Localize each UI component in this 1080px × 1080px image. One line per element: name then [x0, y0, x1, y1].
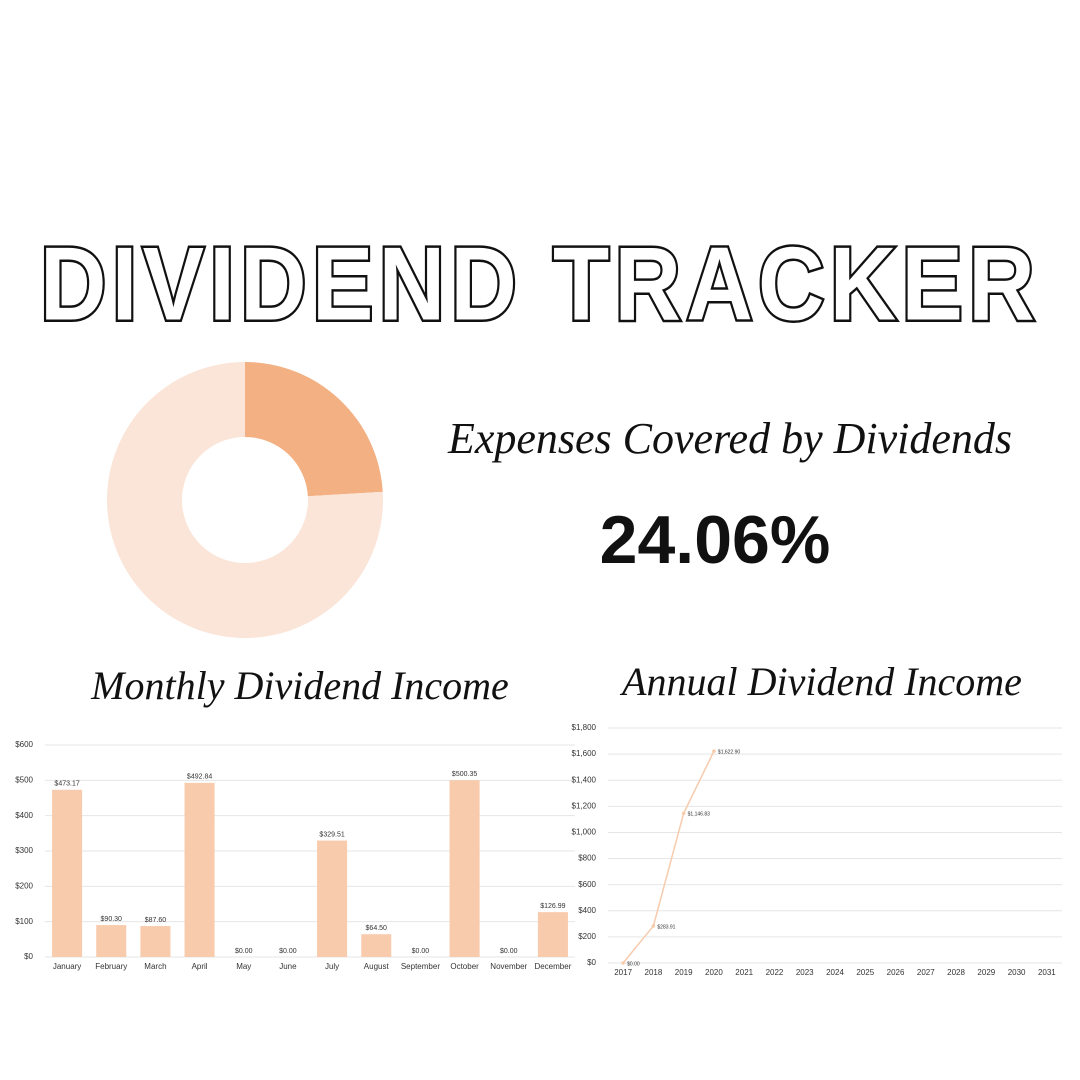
- bar: [317, 840, 348, 957]
- x-tick-label: 2027: [917, 968, 935, 977]
- x-tick-label: 2017: [614, 968, 632, 977]
- y-tick-label: $600: [15, 740, 33, 749]
- x-tick-label: 2028: [947, 968, 965, 977]
- bar: [96, 925, 127, 957]
- x-tick-label: April: [192, 962, 208, 971]
- y-tick-label: $400: [578, 906, 596, 915]
- point: [651, 924, 656, 928]
- value-label: $87.60: [145, 917, 167, 924]
- donut-slice: [245, 362, 383, 497]
- x-tick-label: 2025: [856, 968, 874, 977]
- y-tick-label: $800: [578, 854, 596, 863]
- value-label: $0.00: [235, 948, 253, 955]
- value-label: $0.00: [500, 948, 518, 955]
- value-label: $473.17: [54, 781, 79, 788]
- x-tick-label: June: [279, 962, 297, 971]
- x-tick-label: March: [144, 962, 166, 971]
- x-tick-label: November: [490, 962, 527, 971]
- point: [621, 961, 625, 965]
- value-label: $329.51: [319, 831, 344, 838]
- donut-slice: [107, 362, 383, 638]
- y-tick-label: $200: [15, 881, 33, 890]
- bar: [140, 926, 171, 957]
- x-tick-label: 2018: [645, 968, 663, 977]
- y-tick-label: $1,000: [572, 828, 597, 837]
- line: [622, 750, 715, 964]
- bar: [449, 780, 480, 957]
- percent-label: 24.06%: [600, 502, 831, 578]
- x-tick-label: October: [450, 962, 479, 971]
- pie-title: Expenses Covered by Dividends: [447, 414, 1012, 463]
- x-tick-label: January: [53, 962, 81, 971]
- value-label: $492.84: [187, 774, 212, 781]
- y-tick-label: $400: [15, 811, 33, 820]
- x-tick-label: 2030: [1008, 968, 1026, 977]
- x-tick-label: 2029: [977, 968, 995, 977]
- y-tick-label: $0: [24, 952, 33, 961]
- y-tick-label: $500: [15, 775, 33, 784]
- value-label: $126.99: [540, 903, 565, 910]
- y-tick-label: $1,200: [572, 801, 597, 810]
- y-tick-label: $100: [15, 917, 33, 926]
- y-tick-label: $200: [578, 932, 596, 941]
- x-tick-label: 2023: [796, 968, 814, 977]
- value-label: $1,146.83: [688, 812, 710, 818]
- bar: [537, 912, 568, 957]
- y-tick-label: $1,800: [572, 723, 597, 732]
- point: [712, 749, 716, 753]
- x-tick-label: 2026: [887, 968, 905, 977]
- value-label: $283.91: [657, 924, 675, 930]
- x-tick-label: 2021: [735, 968, 753, 977]
- value-label: $0.00: [412, 948, 430, 955]
- x-tick-label: 2019: [675, 968, 693, 977]
- bar-title: Monthly Dividend Income: [90, 663, 509, 708]
- bar: [52, 789, 83, 957]
- value-label: $0.00: [627, 961, 640, 967]
- x-tick-label: February: [95, 962, 127, 971]
- value-label: $0.00: [279, 948, 297, 955]
- value-label: $64.50: [366, 925, 388, 932]
- y-tick-label: $1,400: [572, 775, 597, 784]
- line-title: Annual Dividend Income: [619, 659, 1022, 704]
- y-tick-label: $0: [587, 958, 596, 967]
- bar: [184, 782, 215, 957]
- x-tick-label: 2024: [826, 968, 844, 977]
- y-tick-label: $300: [15, 846, 33, 855]
- value-label: $90.30: [101, 916, 123, 923]
- x-tick-label: July: [325, 962, 339, 971]
- x-tick-label: 2020: [705, 968, 723, 977]
- value-label: $500.35: [452, 771, 477, 778]
- x-tick-label: 2022: [766, 968, 784, 977]
- y-tick-label: $1,600: [572, 749, 597, 758]
- x-tick-label: September: [401, 962, 440, 971]
- bar: [361, 934, 392, 957]
- x-tick-label: December: [534, 962, 571, 971]
- x-tick-label: August: [364, 962, 390, 971]
- page-title: DIVIDEND TRACKER: [40, 226, 1040, 342]
- value-label: $1,622.90: [718, 749, 740, 755]
- x-tick-label: May: [236, 962, 251, 971]
- point: [681, 811, 686, 816]
- x-tick-label: 2031: [1038, 968, 1056, 977]
- y-tick-label: $600: [578, 880, 596, 889]
